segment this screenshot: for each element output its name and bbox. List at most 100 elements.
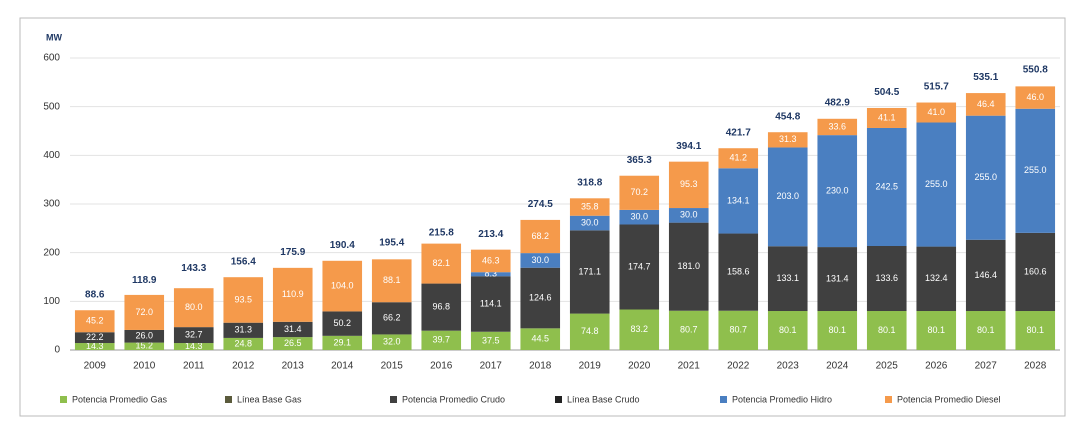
- data-label: 93.5: [234, 294, 252, 304]
- data-label: 41.2: [729, 153, 747, 163]
- bar-segment: [124, 329, 165, 343]
- data-label: 22.2: [86, 332, 104, 342]
- bar-segment: [916, 311, 957, 350]
- data-label: 30.0: [630, 212, 648, 222]
- x-tick-label: 2009: [84, 361, 107, 372]
- bar-segment: [767, 246, 808, 312]
- data-label: 133.1: [776, 273, 799, 283]
- x-tick-label: 2010: [133, 361, 156, 372]
- data-label: 134.1: [727, 195, 750, 205]
- legend-swatch: [555, 396, 562, 403]
- bar-segment: [1015, 232, 1056, 312]
- bar-segment: [520, 328, 561, 350]
- legend-swatch: [720, 396, 727, 403]
- legend-swatch: [390, 396, 397, 403]
- bar-segment: [718, 168, 759, 234]
- data-label: 95.3: [680, 179, 698, 189]
- total-label: 156.4: [231, 257, 256, 268]
- data-label: 80.0: [185, 302, 203, 312]
- bar-segment: [223, 337, 264, 350]
- bar-segment: [866, 127, 907, 246]
- bar-segment: [520, 267, 561, 329]
- data-label: 70.2: [630, 187, 648, 197]
- x-tick-label: 2017: [480, 361, 503, 372]
- total-label: 365.3: [627, 155, 652, 166]
- x-tick-label: 2016: [430, 361, 453, 372]
- data-label: 8.3: [484, 269, 497, 279]
- bar-segment: [272, 267, 313, 322]
- bar-segment: [718, 310, 759, 350]
- data-label: 66.2: [383, 313, 401, 323]
- data-label: 26.0: [135, 331, 153, 341]
- data-label: 80.1: [779, 325, 797, 335]
- bar-segment: [470, 249, 511, 273]
- data-label: 104.0: [331, 280, 354, 290]
- data-label: 39.7: [432, 335, 450, 345]
- bar-segment: [668, 222, 709, 311]
- total-label: 118.9: [132, 275, 157, 286]
- bar-segment: [718, 148, 759, 169]
- bar-segment: [272, 337, 313, 350]
- bar-segment: [74, 343, 115, 350]
- bar-segment: [965, 93, 1006, 116]
- y-unit: MW: [46, 32, 62, 42]
- data-label: 82.1: [432, 258, 450, 268]
- bar-segment: [74, 310, 115, 333]
- bar-segment: [124, 342, 165, 350]
- bar-segment: [1015, 86, 1056, 109]
- data-label: 32.0: [383, 337, 401, 347]
- bar-segment: [173, 343, 214, 350]
- y-tick-label: 0: [54, 345, 60, 356]
- data-label: 110.9: [282, 289, 304, 299]
- total-label: 535.1: [973, 72, 998, 83]
- bar-segment: [173, 327, 214, 344]
- data-label: 45.2: [86, 316, 104, 326]
- bar-segment: [817, 118, 858, 136]
- bar-segment: [817, 247, 858, 312]
- bar-segment: [668, 208, 709, 223]
- bar-segment: [1015, 311, 1056, 350]
- y-tick-label: 200: [43, 247, 60, 258]
- total-label: 482.9: [825, 98, 850, 109]
- data-label: 80.7: [680, 325, 698, 335]
- data-label: 46.4: [977, 99, 995, 109]
- bar-segment: [322, 260, 363, 312]
- data-label: 96.8: [432, 301, 450, 311]
- bar-segment: [916, 246, 957, 312]
- data-label: 68.2: [531, 231, 549, 241]
- total-label: 550.8: [1023, 65, 1048, 76]
- data-label: 24.8: [234, 338, 252, 348]
- bar-segment: [322, 335, 363, 350]
- bar-segment: [866, 311, 907, 350]
- bar-segment: [371, 334, 412, 350]
- legend-label: Potencia Promedio Gas: [72, 394, 168, 404]
- y-tick-label: 100: [43, 296, 60, 307]
- bar-segment: [371, 302, 412, 335]
- bar-segment: [569, 198, 610, 216]
- total-label: 215.8: [429, 228, 454, 239]
- x-tick-label: 2020: [628, 361, 651, 372]
- bar-segment: [866, 107, 907, 128]
- data-label: 83.2: [630, 324, 648, 334]
- x-tick-label: 2027: [975, 361, 998, 372]
- x-tick-label: 2014: [331, 361, 354, 372]
- bar-segment: [421, 283, 462, 331]
- x-tick-label: 2018: [529, 361, 552, 372]
- data-label: 31.4: [284, 324, 302, 334]
- data-label: 255.0: [925, 179, 948, 189]
- data-label: 88.1: [383, 275, 401, 285]
- total-label: 88.6: [85, 290, 105, 301]
- bar-segment: [767, 132, 808, 148]
- x-tick-label: 2026: [925, 361, 948, 372]
- x-tick-label: 2022: [727, 361, 750, 372]
- data-label: 80.1: [977, 325, 995, 335]
- bar-segment: [322, 311, 363, 336]
- bar-segment: [619, 175, 660, 210]
- data-label: 31.3: [779, 134, 797, 144]
- data-label: 132.4: [925, 273, 948, 283]
- data-label: 80.7: [729, 325, 747, 335]
- data-label: 181.0: [677, 261, 700, 271]
- total-label: 195.4: [379, 238, 404, 249]
- legend-label: Potencia Promedio Crudo: [402, 394, 505, 404]
